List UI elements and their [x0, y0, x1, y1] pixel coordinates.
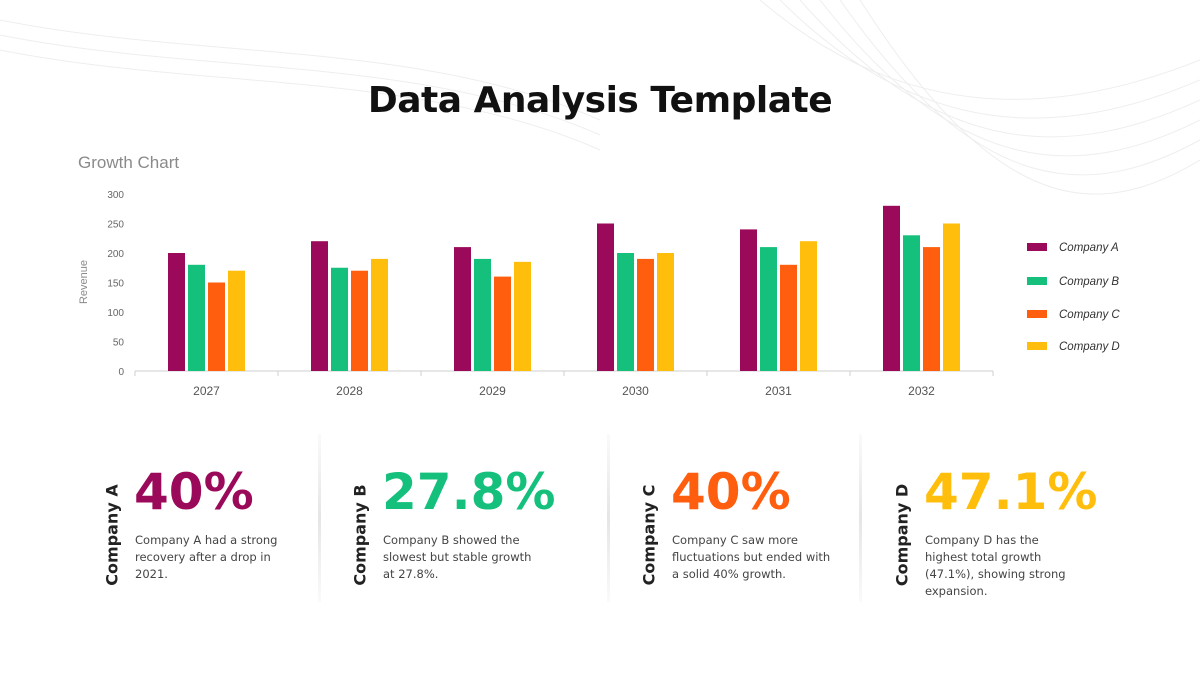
- bar-company-d: [800, 241, 817, 371]
- divider: [318, 434, 321, 602]
- stat-company-d: Company D 47.1% Company D has the highes…: [890, 432, 1130, 602]
- divider: [859, 434, 862, 602]
- bar-company-c: [780, 264, 797, 371]
- y-tick-label: 50: [113, 338, 125, 349]
- bar-company-d: [943, 223, 960, 371]
- bar-company-b: [474, 258, 491, 371]
- y-tick-label: 300: [107, 190, 124, 201]
- legend-label: Company C: [1059, 309, 1120, 321]
- bar-company-c: [494, 276, 511, 371]
- stat-company-label: Company A: [102, 484, 122, 586]
- bar-company-d: [228, 270, 245, 371]
- y-tick-label: 100: [107, 308, 124, 319]
- x-tick-label: 2027: [193, 384, 220, 398]
- legend-label: Company A: [1059, 242, 1119, 254]
- y-tick-label: 0: [118, 367, 124, 378]
- y-axis-label: Revenue: [78, 260, 90, 304]
- bar-company-c: [923, 247, 940, 371]
- stat-company-label: Company D: [892, 483, 912, 587]
- bar-company-b: [331, 267, 348, 371]
- bar-company-b: [760, 247, 777, 371]
- stat-company-label: Company B: [350, 484, 370, 586]
- y-tick-label: 150: [107, 279, 124, 290]
- y-tick-label: 200: [107, 249, 124, 260]
- bar-company-a: [740, 229, 757, 371]
- stat-description: Company D has the highest total growth (…: [925, 533, 1066, 598]
- x-tick-label: 2030: [622, 384, 649, 398]
- x-tick-label: 2029: [479, 384, 506, 398]
- stat-percentage: 47.1%: [924, 463, 1098, 521]
- stat-company-c: Company C 40% Company C saw more fluctua…: [637, 432, 877, 602]
- bar-company-d: [657, 253, 674, 371]
- divider: [607, 434, 610, 602]
- stat-company-a: Company A 40% Company A had a strong rec…: [100, 432, 340, 602]
- chart-title: Growth Chart: [78, 153, 180, 172]
- stat-description: Company B showed the slowest but stable …: [383, 533, 532, 581]
- stat-percentage: 27.8%: [382, 463, 556, 521]
- bar-company-b: [903, 235, 920, 371]
- x-tick-label: 2028: [336, 384, 363, 398]
- bar-company-b: [617, 253, 634, 371]
- bar-company-a: [883, 205, 900, 371]
- legend-label: Company D: [1059, 341, 1120, 353]
- legend-swatch: [1027, 310, 1047, 318]
- page-title: Data Analysis Template: [367, 80, 833, 121]
- legend-swatch: [1027, 342, 1047, 350]
- y-tick-label: 250: [107, 220, 124, 231]
- legend-label: Company B: [1059, 276, 1119, 288]
- stat-percentage: 40%: [134, 463, 254, 521]
- stat-description: Company A had a strong recovery after a …: [135, 533, 278, 581]
- growth-bar-chart: 0 50 100 150 200 250 300 Revenue 2027 2028 2029 203…: [78, 190, 1120, 398]
- bar-company-d: [371, 258, 388, 371]
- bar-company-a: [311, 241, 328, 371]
- bar-company-c: [351, 270, 368, 371]
- x-tick-label: 2031: [765, 384, 792, 398]
- stat-company-b: Company B 27.8% Company B showed the slo…: [348, 432, 588, 602]
- bar-company-c: [637, 258, 654, 371]
- stat-percentage: 40%: [671, 463, 791, 521]
- legend-swatch: [1027, 277, 1047, 285]
- stat-description: Company C saw more fluctuations but ende…: [672, 533, 831, 581]
- bar-company-b: [188, 264, 205, 371]
- bar-company-a: [597, 223, 614, 371]
- legend-swatch: [1027, 243, 1047, 251]
- bar-company-a: [454, 247, 471, 371]
- bar-company-a: [168, 253, 185, 371]
- x-tick-label: 2032: [908, 384, 935, 398]
- stat-company-label: Company C: [639, 484, 659, 586]
- bar-company-c: [208, 282, 225, 371]
- bar-company-d: [514, 261, 531, 371]
